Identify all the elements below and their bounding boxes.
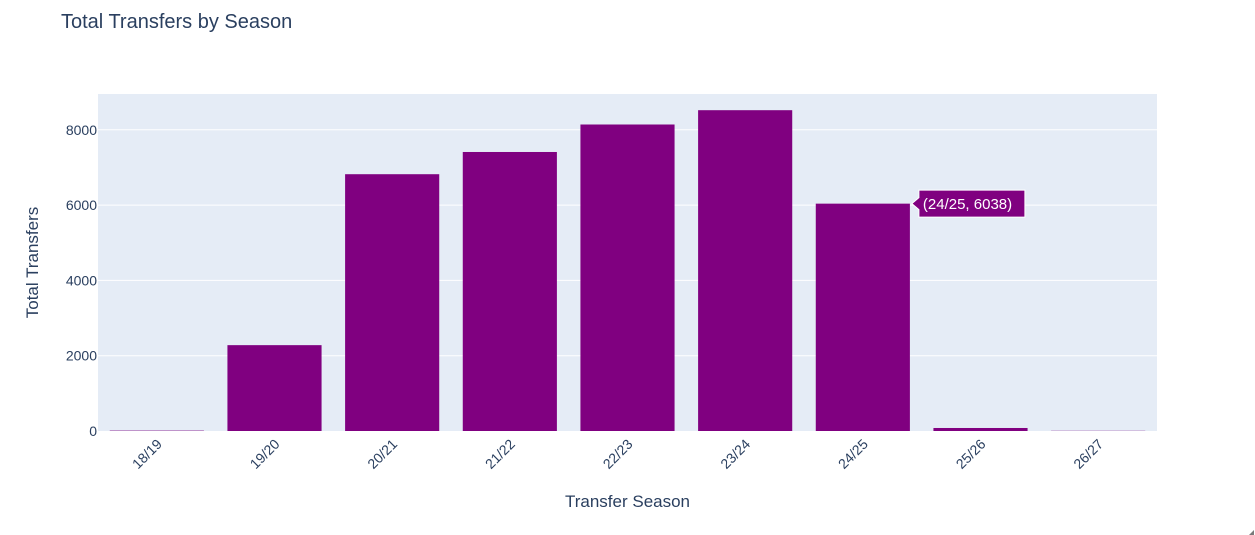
y-tick-label: 2000: [66, 348, 97, 364]
y-tick-label: 0: [89, 423, 97, 439]
y-axis-title: Total Transfers: [23, 207, 42, 319]
x-tick-label: 21/22: [482, 436, 518, 472]
bar-20-21[interactable]: [345, 174, 440, 431]
resize-handle-icon[interactable]: [1249, 530, 1254, 535]
y-tick-label: 8000: [66, 122, 97, 138]
y-axis-ticks: 0 2000 4000 6000 8000: [66, 122, 97, 439]
bar-24-25[interactable]: [815, 203, 910, 431]
bar-23-24[interactable]: [698, 110, 793, 431]
x-axis-title: Transfer Season: [565, 492, 690, 511]
x-tick-label: 19/20: [247, 436, 283, 472]
chart-title: Total Transfers by Season: [61, 11, 293, 33]
y-tick-label: 4000: [66, 272, 97, 288]
bar-21-22[interactable]: [462, 151, 557, 432]
x-tick-label: 20/21: [364, 436, 400, 472]
hover-tooltip: (24/25, 6038): [911, 189, 1026, 218]
tooltip-text: (24/25, 6038): [923, 196, 1012, 213]
x-tick-label: 22/23: [600, 436, 636, 472]
x-tick-label: 26/27: [1070, 436, 1106, 472]
x-tick-label: 25/26: [953, 436, 989, 472]
tooltip-box: [911, 189, 1026, 218]
x-tick-label: 24/25: [835, 436, 871, 472]
y-tick-label: 6000: [66, 197, 97, 213]
x-tick-label: 18/19: [129, 436, 165, 472]
bar-19-20[interactable]: [227, 345, 322, 431]
bar-25-26[interactable]: [933, 427, 1028, 431]
x-tick-label: 23/24: [717, 436, 753, 472]
bars: [109, 110, 1146, 432]
x-axis-ticks: 18/19 19/20 20/21 21/22 22/23 23/24 24/25 25/26…: [129, 436, 1107, 472]
bar-22-23[interactable]: [580, 124, 675, 431]
